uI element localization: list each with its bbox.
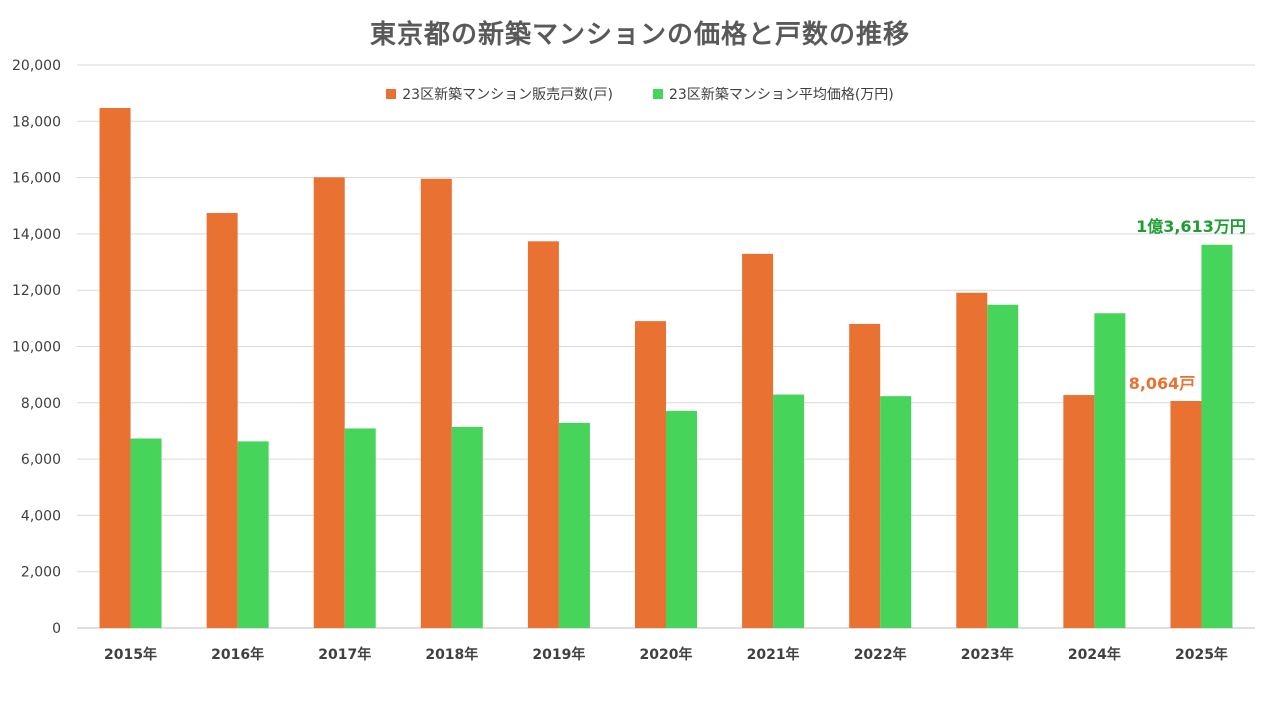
bar-units: [742, 253, 774, 628]
x-tick-label: 2017年: [318, 646, 371, 663]
y-tick-label: 14,000: [12, 227, 61, 243]
legend-swatch-units: [386, 89, 397, 99]
data-label: 1億3,613万円: [1136, 217, 1246, 236]
y-tick-label: 18,000: [12, 114, 61, 130]
bar-price: [1201, 244, 1233, 628]
bar-units: [1063, 395, 1095, 628]
y-tick-label: 4,000: [21, 508, 61, 524]
y-tick-label: 0: [52, 621, 61, 637]
chart-legend: 23区新築マンション販売戸数(戸) 23区新築マンション平均価格(万円): [0, 84, 1280, 104]
bar-price: [130, 438, 162, 628]
y-tick-label: 6,000: [21, 452, 61, 468]
bar-units: [527, 241, 559, 628]
x-axis: 2015年 2016年 2017年 2018年 2019年 2020年 2021年 2022年…: [104, 646, 1228, 663]
x-tick-label: 2016年: [211, 646, 264, 663]
legend-item-price: 23区新築マンション平均価格(万円): [653, 84, 894, 104]
legend-label-price: 23区新築マンション平均価格(万円): [669, 87, 894, 103]
y-axis: 0 2,000 4,000 6,000 8,000 10,000 12,000 14,000 1…: [12, 58, 61, 637]
bar-units: [956, 292, 988, 628]
bar-units: [313, 177, 345, 629]
y-tick-label: 2,000: [21, 565, 61, 581]
bar-units: [420, 178, 452, 628]
y-tick-label: 12,000: [12, 283, 61, 299]
bar-price: [880, 396, 912, 628]
bar-price: [558, 422, 590, 628]
y-tick-label: 10,000: [12, 340, 61, 356]
x-tick-label: 2025年: [1175, 646, 1228, 663]
x-tick-label: 2023年: [961, 646, 1014, 663]
chart-title: 東京都の新築マンションの価格と戸数の推移: [369, 20, 910, 50]
bar-units: [635, 321, 666, 628]
bar-price: [773, 394, 805, 628]
x-tick-label: 2018年: [425, 646, 478, 663]
x-tick-label: 2024年: [1068, 646, 1121, 663]
y-tick-label: 20,000: [12, 58, 61, 74]
x-tick-label: 2022年: [854, 646, 907, 663]
bar-price: [1094, 313, 1126, 628]
bar-units: [206, 213, 238, 628]
y-tick-label: 8,000: [21, 396, 61, 412]
x-tick-label: 2015年: [104, 646, 157, 663]
data-label: 8,064戸: [1129, 374, 1196, 393]
x-tick-label: 2019年: [532, 646, 585, 663]
bar-units: [1170, 400, 1202, 628]
x-tick-label: 2020年: [640, 646, 693, 663]
bar-price: [666, 410, 697, 628]
y-tick-label: 16,000: [12, 171, 61, 187]
x-tick-label: 2021年: [747, 646, 800, 663]
bar-units: [849, 323, 881, 628]
bar-units: [99, 108, 131, 629]
bar-price: [451, 426, 483, 628]
annotations: 8,064戸 1億3,613万円: [1129, 217, 1246, 393]
bar-price: [987, 304, 1019, 628]
legend-swatch-price: [653, 89, 663, 99]
legend-label-units: 23区新築マンション販売戸数(戸): [402, 87, 613, 103]
legend-item-units: 23区新築マンション販売戸数(戸): [386, 84, 613, 104]
bar-price: [344, 428, 376, 628]
bars: [99, 108, 1233, 629]
bar-price: [237, 441, 269, 628]
